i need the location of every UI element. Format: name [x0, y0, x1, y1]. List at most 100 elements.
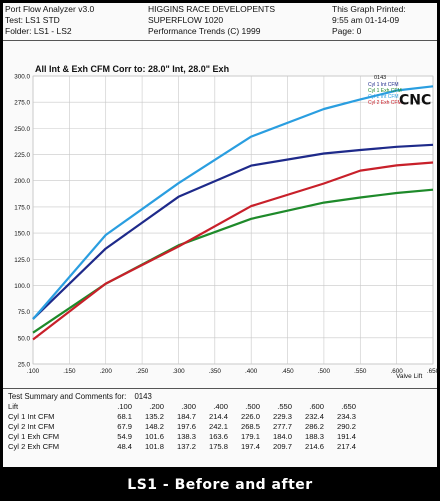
- header-company: HIGGINS RACE DEVELOPENTS: [148, 4, 276, 14]
- lift-cell: .650: [341, 402, 356, 411]
- photo-caption: LS1 - Before and after: [0, 470, 440, 500]
- table-cell: 191.4: [336, 432, 356, 441]
- axis-ticks: 25.0 50.0 75.0 100.0 125.0 150.0 175.0 200.0 225…: [14, 74, 439, 376]
- x-tick-label: .250: [136, 368, 149, 375]
- table-cell: 197.6: [176, 422, 196, 431]
- header-right: This Graph Printed: 9:55 am 01-14-09 Pag…: [332, 4, 406, 37]
- x-tick-label: .150: [63, 368, 76, 375]
- table-cell: 184.7: [176, 412, 196, 421]
- table-cell: 197.4: [240, 442, 260, 451]
- y-tick-label: 225.0: [14, 152, 30, 159]
- table-cell: 268.5: [240, 422, 260, 431]
- lift-cell: .400: [213, 402, 228, 411]
- table-cell: 242.1: [208, 422, 228, 431]
- flow-chart: 25.0 50.0 75.0 100.0 125.0 150.0 175.0 200.0 225…: [14, 64, 439, 380]
- table-cell: 214.6: [304, 442, 324, 451]
- lift-cell: .550: [277, 402, 292, 411]
- header-middle: HIGGINS RACE DEVELOPENTS SUPERFLOW 1020 …: [148, 4, 275, 37]
- header-page: Page: 0: [332, 26, 362, 36]
- table-cell: 54.9: [117, 432, 132, 441]
- legend-title: 0143: [374, 75, 386, 81]
- y-tick-label: 175.0: [14, 204, 30, 211]
- legend-entry: Cyl 1 Int CFM: [368, 82, 399, 88]
- x-tick-label: .550: [354, 368, 367, 375]
- lift-cell: .500: [245, 402, 260, 411]
- table-cell: 135.2: [144, 412, 164, 421]
- header-copyright: Performance Trends (C) 1999: [148, 26, 261, 36]
- row-label: Cyl 2 Int CFM: [8, 422, 55, 431]
- summary-id: 0143: [134, 392, 152, 401]
- x-tick-label: .600: [391, 368, 404, 375]
- summary-title-row: Test Summary and Comments for: 0143: [8, 392, 158, 401]
- table-cell: 148.2: [144, 422, 164, 431]
- x-axis-label: Valve Lift: [396, 373, 422, 380]
- lift-cell: .600: [309, 402, 324, 411]
- lift-cell: .300: [181, 402, 196, 411]
- lift-cell: .100: [117, 402, 132, 411]
- table-row: Cyl 2 Int CFM 67.9 148.2 197.6 242.1 268…: [8, 422, 356, 432]
- table-cell: 179.1: [240, 432, 260, 441]
- table-cell: 277.7: [272, 422, 292, 431]
- y-tick-label: 75.0: [18, 309, 31, 316]
- header-printed-label: This Graph Printed:: [332, 4, 406, 14]
- table-cell: 175.8: [208, 442, 228, 451]
- table-cell: 234.3: [336, 412, 356, 421]
- series-lines: [32, 85, 434, 341]
- chart-title: All Int & Exh CFM Corr to: 28.0" Int, 28…: [35, 64, 229, 74]
- series-line: [32, 143, 434, 320]
- table-cell: 68.1: [117, 412, 132, 421]
- y-tick-label: 100.0: [14, 283, 30, 290]
- header-left: Port Flow Analyzer v3.0 Test: LS1 STD Fo…: [5, 4, 94, 37]
- table-cell: 232.4: [304, 412, 324, 421]
- table-cell: 138.3: [176, 432, 196, 441]
- table-row: Cyl 2 Exh CFM 48.4 101.8 137.2 175.8 197…: [8, 442, 356, 452]
- legend-entry: Cyl 2 Exh CFM: [368, 100, 402, 106]
- row-label: Cyl 1 Exh CFM: [8, 432, 60, 441]
- caption-text: LS1 - Before and after: [127, 477, 313, 493]
- y-tick-label: 200.0: [14, 178, 30, 185]
- table-cell: 67.9: [117, 422, 132, 431]
- y-tick-label: 125.0: [14, 257, 30, 264]
- header-printed-time: 9:55 am 01-14-09: [332, 15, 400, 25]
- table-cell: 101.6: [144, 432, 164, 441]
- summary-title: Test Summary and Comments for:: [8, 392, 127, 401]
- header-divider: [3, 40, 437, 41]
- series-line: [32, 161, 434, 341]
- lift-cell: .200: [149, 402, 164, 411]
- x-tick-label: .100: [27, 368, 40, 375]
- summary-table: Lift .100 .200 .300 .400 .500 .550 .600 …: [8, 402, 356, 452]
- table-cell: 286.2: [304, 422, 324, 431]
- series-line: [32, 85, 434, 320]
- table-cell: 290.2: [336, 422, 356, 431]
- header-app-name: Port Flow Analyzer v3.0: [5, 4, 95, 14]
- table-divider: [3, 388, 437, 389]
- legend-entry: Cyl 2 Int CFM: [368, 94, 399, 100]
- table-cell: 217.4: [336, 442, 356, 451]
- x-tick-label: .500: [318, 368, 331, 375]
- annotation-label: CNC: [399, 92, 431, 108]
- table-cell: 214.4: [208, 412, 228, 421]
- row-label: Cyl 1 Int CFM: [8, 412, 55, 421]
- x-tick-label: .300: [172, 368, 185, 375]
- annotations: CNCSTDCNCSTD: [399, 92, 431, 108]
- table-row: Cyl 1 Exh CFM 54.9 101.6 138.3 163.6 179…: [8, 432, 356, 442]
- table-cell: 48.4: [117, 442, 132, 451]
- table-cell: 101.8: [144, 442, 164, 451]
- x-tick-label: .350: [209, 368, 222, 375]
- table-cell: 209.7: [272, 442, 292, 451]
- table-cell: 163.6: [208, 432, 228, 441]
- y-tick-label: 250.0: [14, 126, 30, 133]
- y-tick-label: 25.0: [18, 362, 31, 369]
- table-cell: 188.3: [304, 432, 324, 441]
- table-cell: 229.3: [272, 412, 292, 421]
- header-test-name: Test: LS1 STD: [5, 15, 60, 25]
- table-cell: 184.0: [272, 432, 292, 441]
- row-label: Cyl 2 Exh CFM: [8, 442, 60, 451]
- table-cell: 137.2: [176, 442, 196, 451]
- y-tick-label: 50.0: [18, 335, 31, 342]
- x-tick-label: .450: [281, 368, 294, 375]
- table-cell: 226.0: [240, 412, 260, 421]
- header-folder: Folder: LS1 - LS2: [5, 26, 72, 36]
- lift-label: Lift: [8, 402, 19, 411]
- x-tick-label: .400: [245, 368, 258, 375]
